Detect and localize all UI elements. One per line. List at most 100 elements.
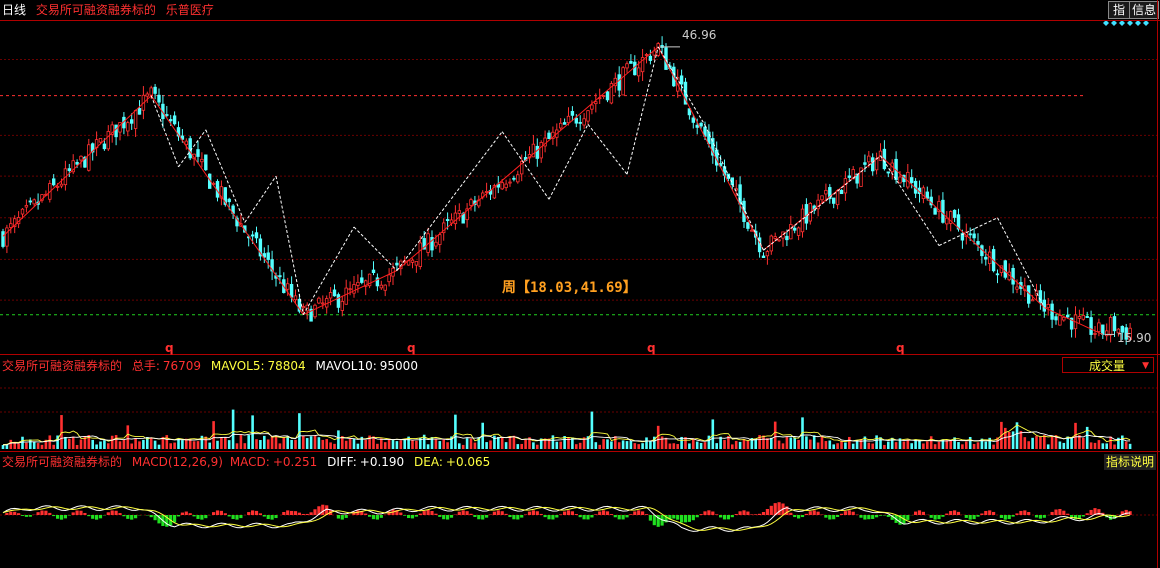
volume-bar xyxy=(95,444,98,449)
volume-bar xyxy=(945,440,949,449)
volume-bar xyxy=(715,443,718,449)
volume-indicator-select[interactable]: 成交量 ▼ xyxy=(1062,357,1154,373)
volume-bar xyxy=(1058,441,1062,449)
price-chart[interactable] xyxy=(0,0,1160,354)
volume-bar xyxy=(348,438,352,449)
candle-body xyxy=(328,292,333,299)
indicator-help-button[interactable]: 指标说明 xyxy=(1104,454,1157,470)
mavol10-line xyxy=(2,431,1131,446)
volume-bar xyxy=(653,436,656,449)
index-button[interactable]: 指 xyxy=(1108,1,1130,19)
volume-bar xyxy=(773,421,777,449)
volume-bar xyxy=(485,442,488,449)
period-label[interactable]: 日线 xyxy=(2,3,27,17)
volume-bar xyxy=(1046,444,1050,449)
volume-bar xyxy=(146,437,149,449)
macd-indicator-title: 交易所可融资融券标的 xyxy=(2,455,123,469)
volume-bar xyxy=(781,443,785,449)
candle-body xyxy=(1124,327,1128,340)
volume-bar xyxy=(1124,441,1128,449)
candle-body xyxy=(344,287,348,305)
candle-body xyxy=(539,142,543,159)
candle-body xyxy=(637,67,641,77)
volume-bar xyxy=(290,439,293,449)
candle-body xyxy=(761,255,766,258)
volume-bar xyxy=(169,443,172,449)
swing-line xyxy=(997,217,1045,308)
volume-header: 交易所可融资融券标的 总手: 76709 MAVOL5: 78804 MAVOL10… xyxy=(2,358,418,374)
candle-body xyxy=(235,217,239,227)
volume-bar xyxy=(153,440,157,449)
volume-bar xyxy=(988,437,991,449)
candle-body xyxy=(863,162,867,165)
candle-body xyxy=(594,101,598,105)
info-button[interactable]: 信息 xyxy=(1129,1,1159,19)
volume-bar xyxy=(812,435,816,449)
volume-bar xyxy=(255,439,258,449)
volume-bar xyxy=(532,442,535,449)
candle-body xyxy=(746,222,750,229)
volume-bar xyxy=(563,436,566,449)
candle-body xyxy=(371,269,376,274)
volume-bar xyxy=(411,440,414,449)
volume-bar xyxy=(688,443,691,449)
volume-bar xyxy=(356,443,360,449)
volume-bar xyxy=(469,438,473,449)
main-volume-separator xyxy=(0,354,1160,355)
candle-body xyxy=(910,177,914,183)
volume-bar xyxy=(395,441,399,449)
volume-bar xyxy=(9,439,13,449)
candle-body xyxy=(937,201,941,213)
volume-bar xyxy=(883,444,886,449)
candle-body xyxy=(566,115,571,124)
volume-bar xyxy=(1078,435,1081,449)
candle-body xyxy=(289,283,294,298)
diff-label: DIFF: xyxy=(327,455,357,469)
volume-bar xyxy=(1093,442,1097,449)
volume-selector-label: 成交量 xyxy=(1089,359,1126,373)
swing-line xyxy=(763,203,823,251)
volume-bar xyxy=(1004,427,1007,449)
volume-bar xyxy=(270,436,274,449)
volume-bar xyxy=(742,439,746,449)
volume-bar xyxy=(676,444,679,449)
volume-bar xyxy=(263,435,266,449)
volume-bar xyxy=(454,414,457,449)
volume-bar xyxy=(60,415,63,449)
candle-body xyxy=(363,280,368,287)
zigzag-line xyxy=(880,155,1045,308)
panel-collapse-icon[interactable] xyxy=(0,0,1160,30)
candle-body xyxy=(793,227,797,231)
mavol10-label: MAVOL10: xyxy=(315,359,377,373)
candle-body xyxy=(492,185,497,199)
volume-bar xyxy=(571,437,574,449)
volume-bar xyxy=(333,443,336,449)
candle-body xyxy=(453,212,458,225)
total-label: 总手: xyxy=(131,359,160,373)
mavol5-label: MAVOL5: xyxy=(210,359,265,373)
candle-body xyxy=(500,182,504,190)
candle-body xyxy=(520,161,524,175)
volume-bar xyxy=(703,442,707,449)
candle-body xyxy=(824,190,828,195)
volume-bar xyxy=(844,442,847,449)
candle-body xyxy=(777,239,781,242)
candle-body xyxy=(652,50,656,56)
volume-bar xyxy=(286,436,289,449)
zigzag-line xyxy=(150,95,304,315)
volume-bar xyxy=(32,441,36,449)
volume-bar xyxy=(247,435,250,449)
candle-body xyxy=(559,122,563,129)
candle-body xyxy=(430,237,434,251)
volume-bar xyxy=(996,437,999,449)
candle-body xyxy=(1108,317,1113,336)
swing-line xyxy=(150,95,179,168)
volume-bar xyxy=(1128,443,1132,449)
candle-body xyxy=(516,174,520,183)
candle-body xyxy=(843,178,848,194)
volume-bar xyxy=(1105,443,1108,449)
volume-bar xyxy=(727,435,730,449)
candle-body xyxy=(5,227,9,247)
volume-bar xyxy=(707,435,711,449)
mavol5-value: 78804 xyxy=(267,359,306,373)
